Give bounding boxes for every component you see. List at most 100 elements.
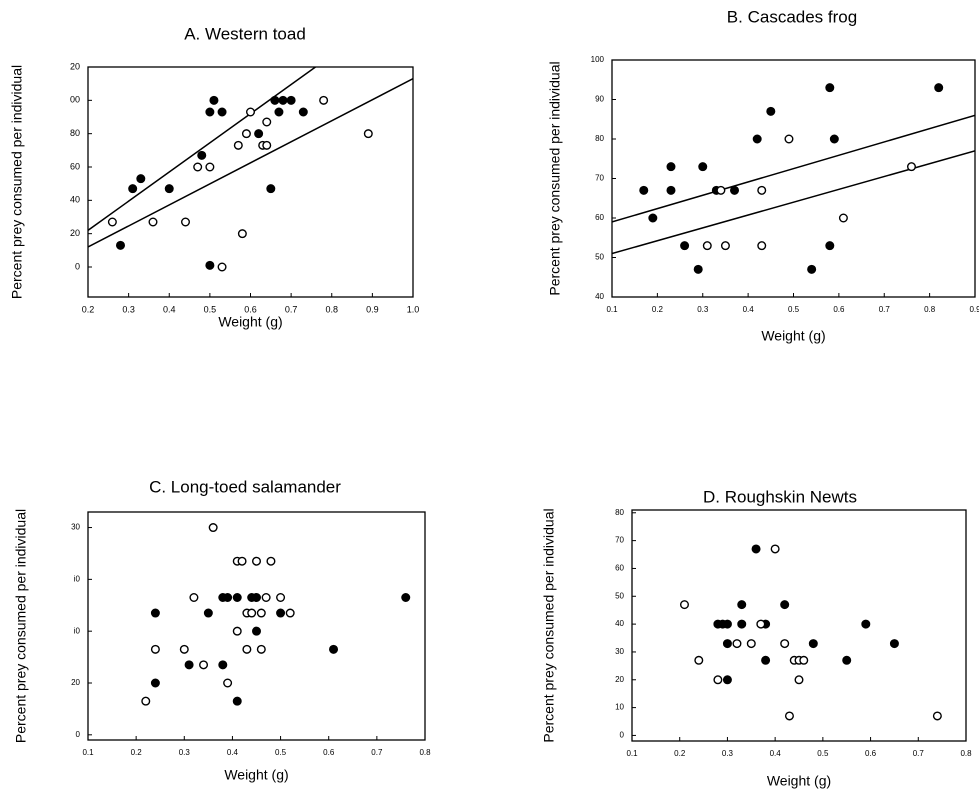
point: [713, 675, 723, 685]
point: [223, 593, 233, 603]
x-tick-label: 0.8: [325, 304, 338, 314]
point: [237, 229, 247, 239]
point: [205, 107, 215, 117]
x-tick-label: 0.5: [817, 749, 829, 758]
y-tick-label: 80: [70, 128, 80, 138]
fit-line: [88, 67, 316, 231]
point: [698, 162, 708, 172]
point: [217, 262, 227, 272]
fit-line: [88, 78, 413, 248]
point: [861, 619, 871, 629]
x-tick-label: 0.8: [960, 749, 972, 758]
y-tick-label: 30: [615, 647, 624, 656]
y-tick-label: 20: [615, 675, 624, 684]
y-tick-label: i0: [74, 626, 81, 635]
point: [722, 639, 732, 649]
point: [825, 241, 835, 251]
point: [270, 95, 280, 105]
y-tick-label: 50: [595, 253, 604, 262]
point: [180, 217, 190, 227]
plot-frame: [87, 511, 426, 741]
point: [285, 608, 295, 618]
point: [232, 593, 242, 603]
point: [197, 150, 207, 160]
y-tick-label: 60: [615, 564, 624, 573]
point: [680, 241, 690, 251]
x-tick-label: 0.3: [179, 748, 191, 757]
point: [223, 678, 233, 688]
point: [737, 600, 747, 610]
y-tick-label: 0: [620, 731, 625, 740]
point: [254, 129, 264, 139]
y-tick-label: 80: [615, 508, 624, 517]
point: [217, 107, 227, 117]
point: [262, 140, 272, 150]
x-tick-label: 0.3: [722, 749, 734, 758]
point: [794, 675, 804, 685]
x-tick-label: 1.0: [407, 304, 420, 314]
x-tick-label: 0.2: [131, 748, 143, 757]
point: [722, 619, 732, 629]
point: [757, 185, 767, 195]
point: [666, 185, 676, 195]
y-tick-label: 20: [71, 678, 80, 687]
point: [716, 185, 726, 195]
y-tick-label: 40: [615, 619, 624, 628]
point: [825, 83, 835, 93]
point: [730, 185, 740, 195]
point: [136, 174, 146, 184]
point: [241, 129, 251, 139]
x-tick-label: 0.6: [323, 748, 335, 757]
x-axis-label: Weight (g): [767, 773, 831, 789]
point: [276, 608, 286, 618]
point: [401, 593, 411, 603]
point: [756, 619, 766, 629]
x-axis-label: Weight (g): [224, 767, 288, 783]
point: [261, 593, 271, 603]
point: [203, 608, 213, 618]
y-tick-label: 80: [595, 134, 604, 143]
point: [752, 134, 762, 144]
x-tick-label: 0.4: [163, 304, 176, 314]
fit-line: [612, 114, 975, 223]
point: [205, 260, 215, 270]
y-tick-label: 40: [70, 195, 80, 205]
x-tick-label: 0.2: [82, 304, 95, 314]
x-tick-label: 0.2: [652, 305, 664, 314]
y-tick-label: 30: [71, 523, 80, 532]
x-tick-label: 0.3: [697, 305, 709, 314]
plot-frame: [87, 66, 414, 298]
x-tick-label: 0.6: [833, 305, 845, 314]
x-tick-label: 0.1: [606, 305, 618, 314]
y-axis-label: Percent prey consumed per individual: [541, 508, 557, 742]
point: [278, 95, 288, 105]
point: [329, 644, 339, 654]
point: [693, 264, 703, 274]
point: [932, 711, 942, 721]
point: [807, 264, 817, 274]
y-tick-label: 60: [595, 213, 604, 222]
point: [784, 711, 794, 721]
point: [286, 95, 296, 105]
x-tick-label: 0.2: [674, 749, 686, 758]
point: [150, 608, 160, 618]
y-tick-label: 60: [70, 161, 80, 171]
y-tick-label: 20: [70, 61, 80, 71]
point: [934, 83, 944, 93]
point: [150, 644, 160, 654]
x-axis-label: Weight (g): [218, 314, 282, 330]
point: [761, 655, 771, 665]
x-tick-label: 0.1: [82, 748, 94, 757]
point: [732, 639, 742, 649]
point: [694, 655, 704, 665]
point: [107, 217, 117, 227]
plot-frame: [631, 509, 967, 742]
point: [838, 213, 848, 223]
point: [193, 162, 203, 172]
point: [757, 241, 767, 251]
point: [189, 593, 199, 603]
point: [237, 556, 247, 566]
x-tick-label: 0.6: [244, 304, 257, 314]
point: [164, 184, 174, 194]
x-tick-label: 0.7: [879, 305, 891, 314]
